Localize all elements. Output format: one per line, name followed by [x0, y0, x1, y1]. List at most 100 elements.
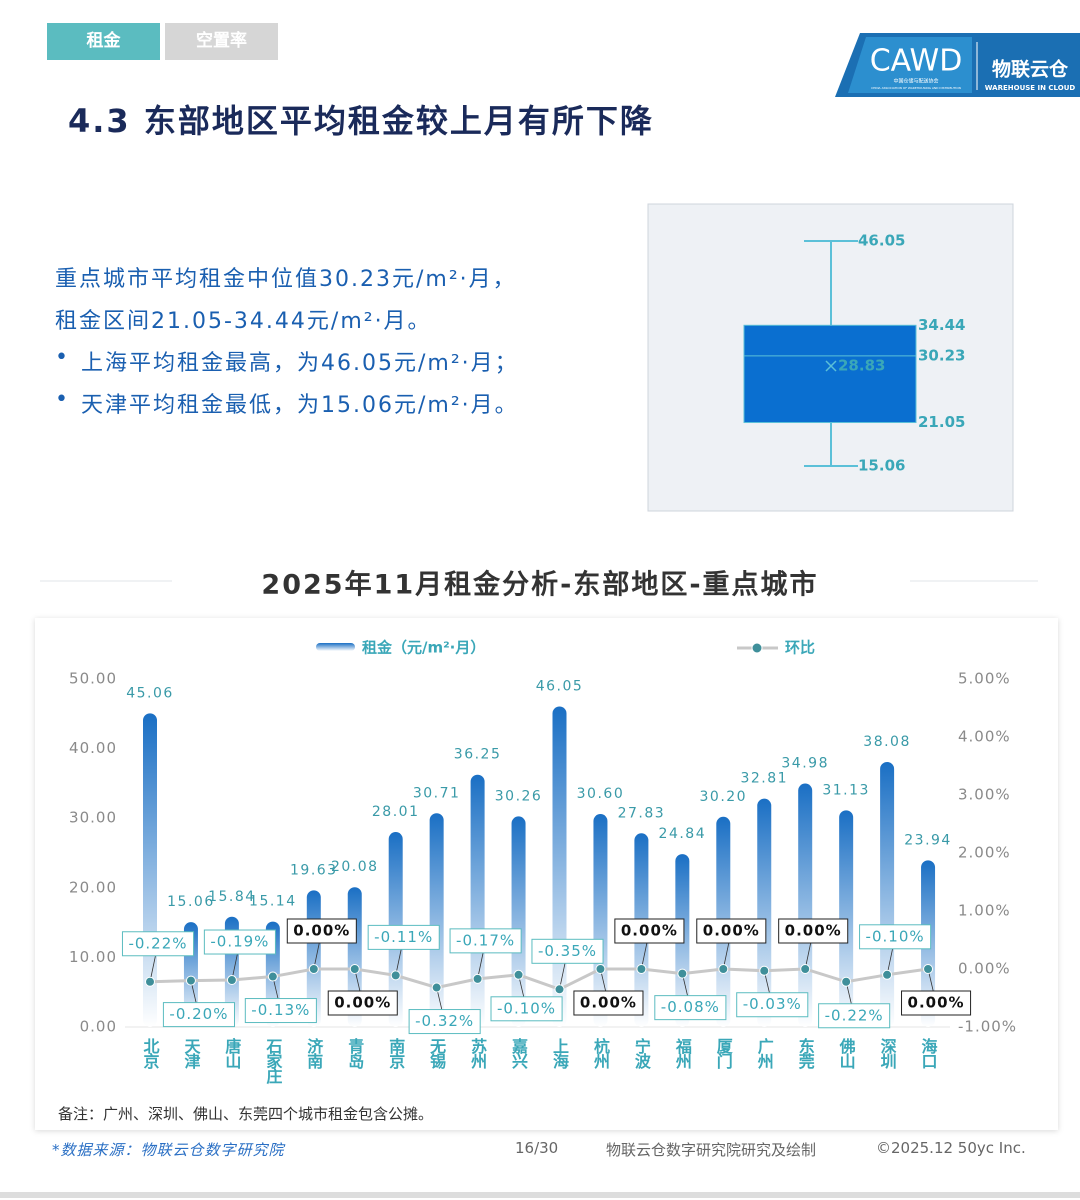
line-marker [595, 964, 606, 974]
bar-label: 34.98 [781, 756, 829, 772]
bar-label: 31.13 [822, 782, 870, 798]
legend-label: 租金（元/m²·月） [362, 639, 485, 657]
line-label-box [859, 924, 932, 950]
line-label-box [614, 918, 685, 944]
line-marker [636, 964, 647, 974]
line-marker [923, 964, 934, 974]
x-tick-label: 厦门 [714, 1038, 733, 1070]
line-label: -0.08% [661, 998, 720, 1016]
box-label: 15.06 [858, 457, 905, 475]
bar-label: 30.20 [700, 789, 748, 805]
y2-tick-label: -1.00% [958, 1018, 1017, 1036]
line-label: 0.00% [293, 922, 350, 940]
legend-label: 环比 [785, 639, 815, 657]
summary-line: 重点城市平均租金中位值30.23元/m²·月， [55, 267, 517, 292]
bar-label: 30.60 [577, 786, 625, 802]
y2-tick-label: 0.00% [958, 960, 1011, 978]
line-label: -0.35% [538, 942, 597, 960]
y-tick-label: 30.00 [69, 809, 117, 827]
line-marker [145, 976, 155, 987]
x-tick-label: 福州 [673, 1037, 693, 1069]
source: *数据来源：物联云仓数字研究院 [52, 1141, 285, 1159]
y-tick-label: 40.00 [69, 739, 117, 757]
line-label: -0.22% [825, 1006, 884, 1024]
logo-brand: 物联云仓 [992, 58, 1069, 81]
line-label: 0.00% [621, 922, 678, 940]
logo-brand-en: WAREHOUSE IN CLOUD [985, 84, 1076, 92]
line-marker [554, 984, 565, 995]
line-label: 0.00% [334, 994, 391, 1012]
line-marker [759, 965, 770, 976]
line-marker [267, 971, 278, 982]
x-tick-label: 宁波 [632, 1037, 651, 1070]
line-label: -0.22% [128, 934, 187, 952]
box-label: 34.44 [918, 316, 965, 334]
line-label-box [696, 918, 767, 944]
summary-line: 租金区间21.05-34.44元/m²·月。 [55, 309, 432, 334]
x-tick-label: 广州 [755, 1037, 775, 1069]
line-label: -0.13% [251, 1001, 310, 1019]
y2-tick-label: 1.00% [958, 902, 1011, 920]
tab[interactable]: 租金 [47, 23, 160, 60]
x-tick-label: 石家庄 [263, 1038, 283, 1085]
line-label-box [573, 990, 644, 1016]
y-tick-label: 20.00 [69, 878, 117, 896]
line-label-box [818, 1003, 891, 1029]
y2-tick-label: 4.00% [958, 728, 1011, 746]
x-tick-label: 济南 [304, 1037, 323, 1070]
line-label-box [778, 918, 849, 944]
line-marker [841, 976, 852, 987]
logo-cawd: CAWD [870, 44, 963, 79]
bar [880, 761, 895, 1027]
line-marker [472, 973, 483, 984]
line-label-box [162, 1002, 235, 1028]
line-marker [513, 969, 524, 980]
line-marker [718, 964, 729, 974]
bar-label: 30.26 [495, 788, 543, 804]
page-title: 4.3 东部地区平均租金较上月有所下降 [68, 102, 654, 140]
y2-tick-label: 2.00% [958, 844, 1011, 862]
y2-tick-label: 5.00% [958, 670, 1011, 688]
line-label: 0.00% [580, 994, 637, 1012]
summary-bullet: 上海平均租金最高，为46.05元/m²·月； [55, 345, 519, 377]
line-label: -0.11% [374, 928, 433, 946]
line-marker [390, 970, 401, 981]
bar-label: 27.83 [618, 805, 666, 821]
bar [593, 814, 608, 1027]
logo-band-inner [848, 37, 972, 93]
x-tick-label: 深圳 [878, 1037, 897, 1070]
mean-label: 28.83 [838, 357, 885, 375]
logo-cawd-en: CHINA ASSOCIATION OF WAREHOUSING AND DIS… [871, 86, 961, 90]
bar-label: 15.84 [208, 889, 256, 905]
x-tick-label: 嘉兴 [509, 1037, 529, 1070]
bar-label: 19.63 [290, 862, 338, 878]
x-tick-label: 天津 [181, 1038, 200, 1070]
box-label: 46.05 [858, 232, 905, 250]
x-tick-label: 苏州 [468, 1037, 488, 1069]
x-tick-label: 无锡 [427, 1038, 447, 1070]
tab[interactable]: 空置率 [165, 23, 278, 60]
line-label: -0.03% [743, 995, 802, 1013]
y-tick-label: 10.00 [69, 948, 117, 966]
x-tick-label: 北京 [141, 1038, 160, 1070]
line-label: -0.19% [210, 933, 269, 951]
box-label: 30.23 [918, 346, 965, 364]
bar-label: 15.06 [167, 894, 215, 910]
chart-title: 2025年11月租金分析-东部地区-重点城市 [261, 569, 818, 601]
line-label-box [203, 929, 276, 955]
line-label-box [654, 995, 727, 1021]
y2-tick-label: 3.00% [958, 786, 1011, 804]
line-label: -0.32% [415, 1012, 474, 1030]
note: 备注：广州、深圳、佛山、东莞四个城市租金包含公摊。 [58, 1105, 434, 1123]
x-tick-label: 海口 [919, 1037, 938, 1069]
copyright: ©2025.12 50yc Inc. [876, 1139, 1026, 1157]
bar-label: 15.14 [249, 894, 297, 910]
bar-label: 23.94 [904, 832, 952, 848]
line-label-box [367, 924, 440, 950]
bar-label: 24.84 [659, 826, 707, 842]
bar-label: 45.06 [126, 685, 174, 701]
line-label: 0.00% [785, 922, 842, 940]
x-tick-label: 佛山 [837, 1037, 857, 1069]
mean-marker [825, 360, 837, 372]
